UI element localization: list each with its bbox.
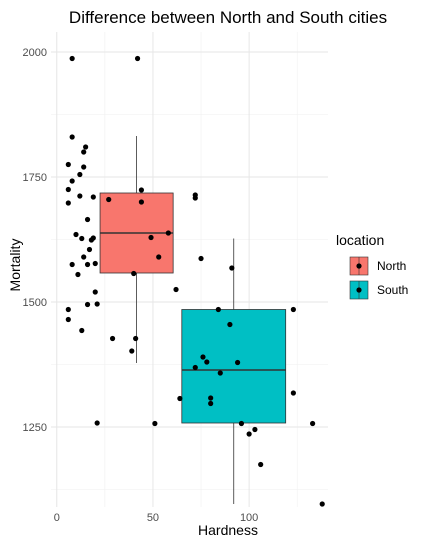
data-point [138,199,145,205]
legend-key-point-south [356,287,362,293]
legend-key-point-north [356,263,362,269]
data-point [290,306,296,313]
data-point [90,235,96,241]
data-point [77,171,83,178]
data-point [177,395,183,402]
x-tick-label: 0 [54,512,60,524]
data-point [290,390,296,396]
y-axis-title: Mortality [7,239,23,292]
y-tick-label: 1250 [23,422,47,434]
data-point [138,187,145,193]
y-tick-label: 1500 [23,297,47,309]
data-point [165,230,171,236]
y-tick-label: 1750 [23,172,47,184]
data-point [227,321,233,328]
data-point [200,354,206,360]
data-point [148,234,154,241]
data-point [65,161,71,168]
grid-layer [51,32,328,507]
data-point [229,265,235,271]
data-point [208,400,214,407]
data-point [69,134,75,140]
data-point [69,55,75,62]
y-tick-label: 2000 [23,47,47,59]
legend-title: location [336,232,384,248]
x-axis-title: Hardness [198,522,258,538]
data-point [152,420,158,427]
data-point [79,235,85,242]
data-point [131,270,137,277]
data-point [69,178,75,184]
data-point [73,231,79,238]
data-point [75,271,81,278]
data-point [319,501,325,507]
box-layer [99,136,287,504]
point-layer [65,55,325,507]
data-point [129,348,135,354]
data-point [81,149,87,155]
data-point [92,289,98,295]
legend-label-south: South [377,283,408,297]
data-point [65,186,71,193]
data-point [65,200,71,206]
data-point [79,327,85,334]
data-point [81,164,87,170]
data-point [65,316,71,323]
data-point [83,144,89,150]
data-point [134,55,141,62]
data-point [109,335,116,342]
chart-title: Difference between North and South citie… [69,8,387,27]
data-point [90,194,96,200]
data-point [86,246,93,253]
data-point [94,420,100,426]
data-point [204,359,210,365]
data-point [252,426,258,433]
data-point [238,420,245,427]
data-point [208,395,214,401]
data-point [92,260,98,267]
data-point [69,261,75,268]
legend: location North South [336,232,408,300]
data-point [106,196,112,203]
data-point [192,195,198,201]
tick-layer: 0 50 100 1250 1500 1750 2000 [23,47,259,524]
x-tick-label: 50 [147,512,159,524]
data-point [310,420,316,427]
data-point [215,306,221,313]
legend-label-north: North [377,259,406,273]
box-south [181,309,287,424]
data-point [217,370,223,376]
x-tick-label: 100 [240,512,258,524]
data-point [84,261,91,268]
data-point [234,359,241,366]
data-point [246,431,252,437]
data-point [84,301,91,308]
data-point [94,301,100,307]
data-point [173,286,179,293]
data-point [133,335,139,342]
data-point [77,193,83,199]
data-point [198,255,204,262]
data-point [81,254,87,260]
data-point [192,364,198,371]
data-point [84,216,91,223]
data-point [156,254,162,260]
data-point [65,306,71,313]
data-point [258,461,264,468]
